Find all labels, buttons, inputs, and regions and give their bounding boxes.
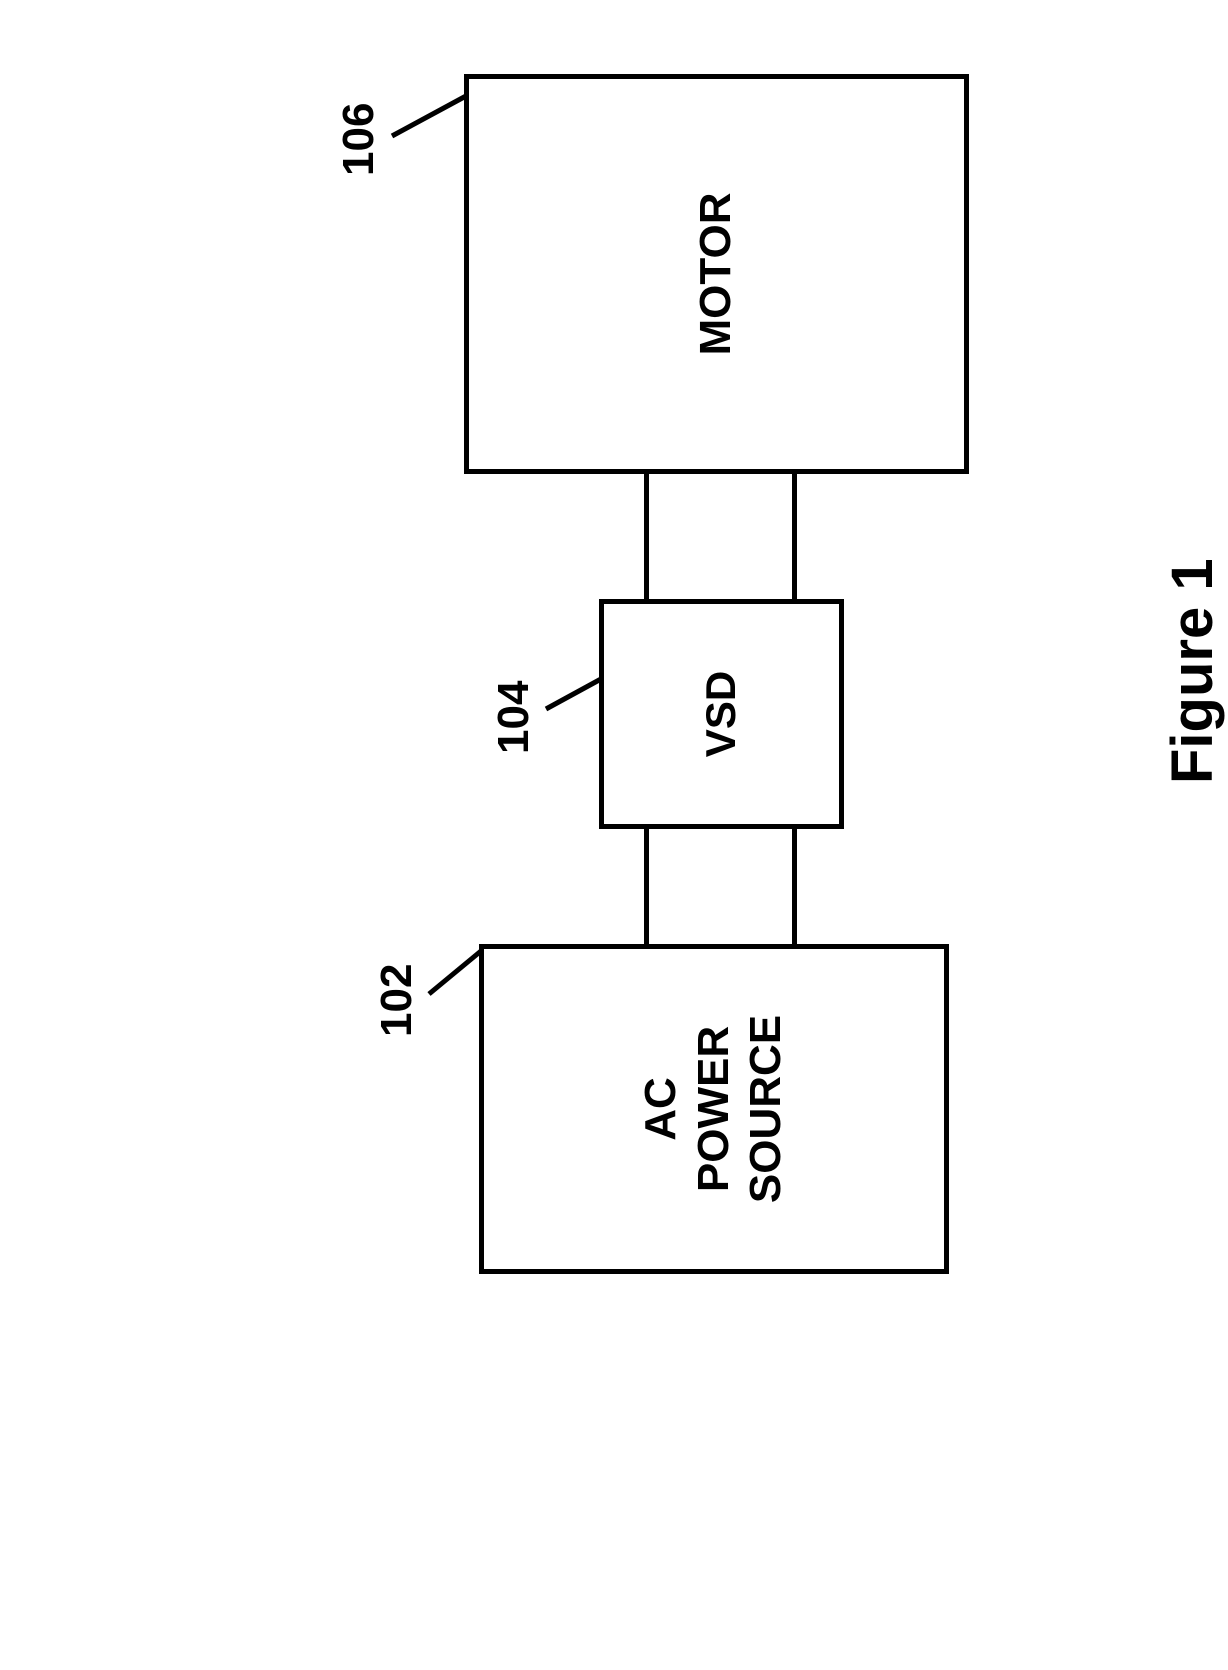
caption-text: Figure 1	[1160, 558, 1225, 784]
ref-text: 104	[489, 681, 538, 754]
ref-text: 102	[372, 964, 421, 1037]
ref-label-106: 106	[334, 103, 384, 176]
block-diagram: AC POWER SOURCE VSD MOTOR 102 104 106 Fi…	[0, 221, 1228, 1449]
connector-line	[644, 829, 649, 944]
ref-label-102: 102	[372, 964, 422, 1037]
block-vsd: VSD	[599, 599, 844, 829]
leader-line-102	[424, 944, 484, 999]
block-motor: MOTOR	[464, 74, 969, 474]
block-label-motor: MOTOR	[690, 193, 743, 356]
figure-caption: Figure 1	[1159, 558, 1226, 784]
leader-line-104	[541, 674, 603, 714]
block-label-vsd: VSD	[696, 671, 746, 757]
ref-text: 106	[334, 103, 383, 176]
leader-line-106	[387, 91, 469, 141]
block-ac-power-source: AC POWER SOURCE	[479, 944, 949, 1274]
ref-label-104: 104	[489, 681, 539, 754]
connector-line	[792, 474, 797, 599]
connector-line	[792, 829, 797, 944]
connector-line	[644, 474, 649, 599]
block-label-ac-power-source: AC POWER SOURCE	[635, 1015, 793, 1203]
